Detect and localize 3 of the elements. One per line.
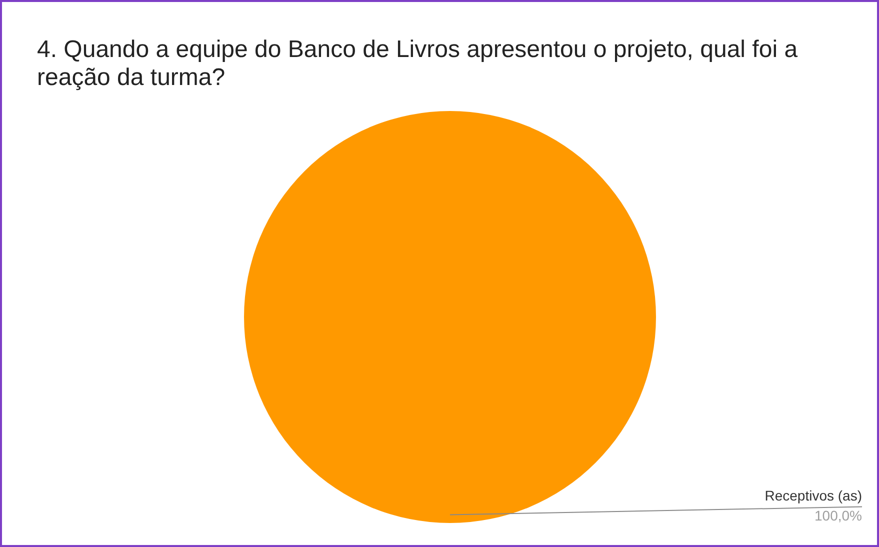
chart-title: 4. Quando a equipe do Banco de Livros apresentou o projeto, qual foi a reação da turma? — [37, 36, 799, 92]
data-label: 100,0% — [814, 508, 862, 524]
slice-label: Receptivos (as) — [764, 488, 862, 504]
